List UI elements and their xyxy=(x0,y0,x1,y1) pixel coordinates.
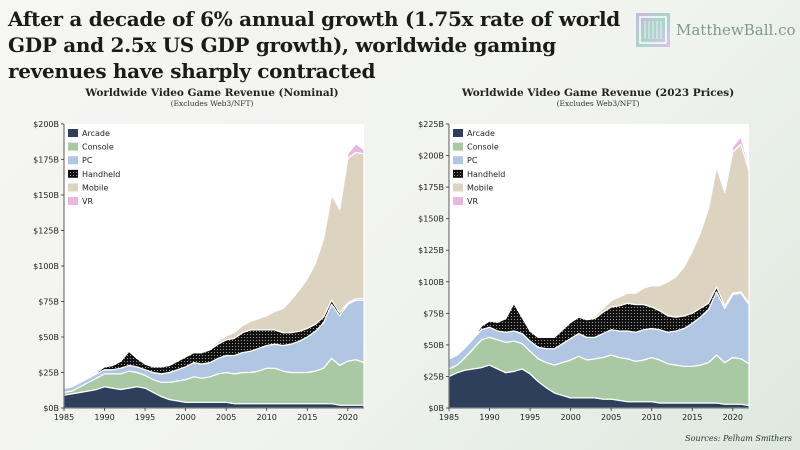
x-tick-label: 1990 xyxy=(94,413,114,422)
y-tick-label: $175B xyxy=(33,156,59,165)
legend-label-arcade: Arcade xyxy=(467,129,495,138)
legend-swatch-console xyxy=(68,142,78,151)
legend-label-mobile: Mobile xyxy=(467,183,493,192)
legend-label-handheld: Handheld xyxy=(82,170,120,179)
y-tick-label: $25B xyxy=(423,372,444,381)
legend-label-vr: VR xyxy=(82,197,93,206)
legend-label-arcade: Arcade xyxy=(82,129,110,138)
x-tick-label: 1985 xyxy=(54,413,74,422)
x-tick-label: 1985 xyxy=(439,413,459,422)
legend: Arcade Console PC Handheld Mobile VR xyxy=(453,129,505,206)
y-tick-label: $225B xyxy=(418,120,444,129)
x-tick-label: 2000 xyxy=(175,413,195,422)
legend-label-pc: PC xyxy=(467,156,478,165)
x-tick-label: 2010 xyxy=(642,413,662,422)
area-vr xyxy=(448,136,750,360)
y-tick-label: $125B xyxy=(33,227,59,236)
x-tick-label: 1995 xyxy=(520,413,540,422)
y-tick-label: $50B xyxy=(423,341,444,350)
x-tick-label: 1995 xyxy=(135,413,155,422)
page-headline: After a decade of 6% annual growth (1.75… xyxy=(8,7,620,83)
chart-title: Worldwide Video Game Revenue (2023 Price… xyxy=(461,87,734,99)
y-tick-label: $50B xyxy=(38,333,59,342)
y-tick-label: $150B xyxy=(418,215,444,224)
x-tick-label: 2020 xyxy=(338,413,358,422)
legend-label-vr: VR xyxy=(467,197,478,206)
y-tick-label: $25B xyxy=(38,369,59,378)
legend-label-pc: PC xyxy=(82,156,93,165)
legend-swatch-pc xyxy=(453,156,463,165)
nominal-revenue-chart: Worldwide Video Game Revenue (Nominal)(E… xyxy=(33,87,365,422)
y-tick-label: $125B xyxy=(418,246,444,255)
area-vr xyxy=(63,143,365,389)
y-tick-label: $75B xyxy=(423,309,444,318)
y-tick-label: $100B xyxy=(418,278,444,287)
y-tick-label: $175B xyxy=(418,183,444,192)
legend-swatch-console xyxy=(453,142,463,151)
x-tick-label: 2010 xyxy=(257,413,277,422)
brand-name: MatthewBall.co xyxy=(676,21,796,39)
legend-swatch-arcade xyxy=(68,129,78,137)
legend-swatch-arcade xyxy=(453,129,463,137)
y-tick-label: $0B xyxy=(428,404,444,413)
legend-swatch-mobile xyxy=(68,183,78,192)
legend: Arcade Console PC Handheld Mobile VR xyxy=(68,129,120,206)
x-tick-label: 2015 xyxy=(682,413,702,422)
real-revenue-chart: Worldwide Video Game Revenue (2023 Price… xyxy=(418,87,750,422)
legend-label-mobile: Mobile xyxy=(82,183,108,192)
legend-swatch-mobile xyxy=(453,183,463,192)
chart-subtitle: (Excludes Web3/NFT) xyxy=(557,99,640,108)
x-tick-label: 2005 xyxy=(601,413,621,422)
legend-swatch-handheld xyxy=(453,169,463,178)
x-tick-label: 2000 xyxy=(560,413,580,422)
legend-swatch-pc xyxy=(68,156,78,165)
legend-swatch-vr xyxy=(453,197,463,205)
x-tick-label: 2015 xyxy=(297,413,317,422)
source-note: Sources: Pelham Smithers xyxy=(685,434,792,443)
x-tick-label: 2020 xyxy=(723,413,743,422)
y-tick-label: $75B xyxy=(38,298,59,307)
y-tick-label: $200B xyxy=(33,120,59,129)
y-tick-label: $0B xyxy=(43,404,59,413)
brand-logo[interactable]: MatthewBall.co xyxy=(636,12,798,52)
x-tick-label: 1990 xyxy=(479,413,499,422)
y-tick-label: $150B xyxy=(33,191,59,200)
legend-swatch-handheld xyxy=(68,169,78,178)
legend-label-handheld: Handheld xyxy=(467,170,505,179)
chart-subtitle: (Excludes Web3/NFT) xyxy=(171,99,254,108)
legend-label-console: Console xyxy=(467,143,499,152)
y-tick-label: $100B xyxy=(33,262,59,271)
legend-swatch-vr xyxy=(68,197,78,205)
logo-mark-icon xyxy=(636,13,670,47)
y-tick-label: $200B xyxy=(418,152,444,161)
legend-label-console: Console xyxy=(82,143,114,152)
x-tick-label: 2005 xyxy=(216,413,236,422)
chart-title: Worldwide Video Game Revenue (Nominal) xyxy=(84,87,338,99)
